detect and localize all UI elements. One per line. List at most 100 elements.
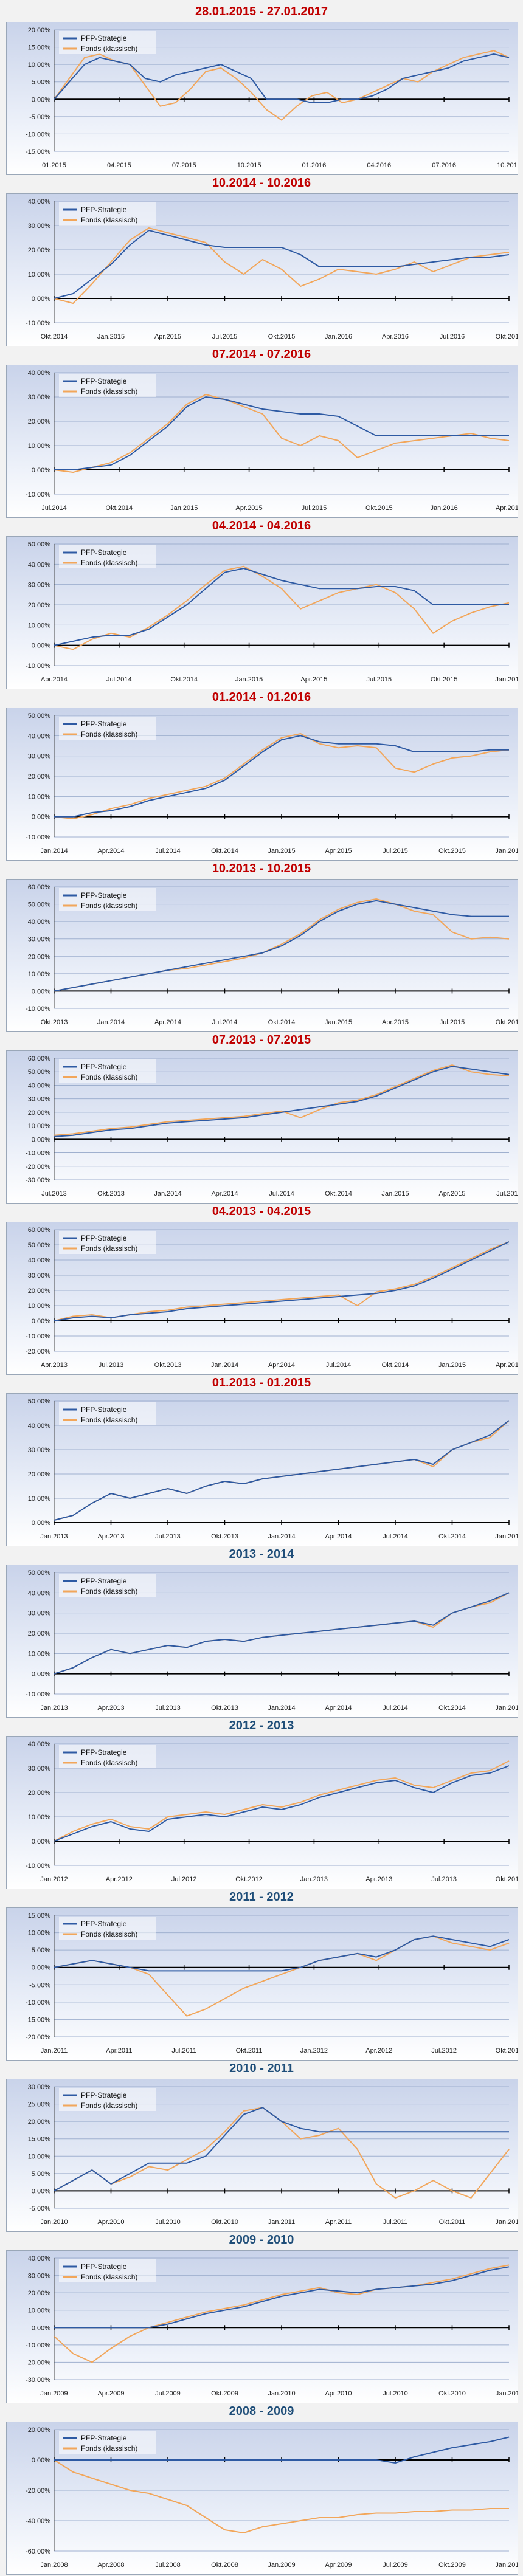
chart-3: 04.2014 - 04.2016 50,00% 40,00% 30,00% 20,00… bbox=[0, 519, 523, 690]
series-line-strategy bbox=[54, 568, 509, 646]
x-tick-label: Okt.2012 bbox=[235, 1876, 263, 1883]
x-tick-label: Jan.2011 bbox=[41, 2047, 68, 2054]
y-tick-label: 10,00% bbox=[28, 971, 51, 978]
x-tick-label: Jul.2008 bbox=[155, 2561, 181, 2569]
chart-title: 04.2013 - 04.2015 bbox=[212, 1205, 311, 1218]
legend-label-fund: Fonds (klassisch) bbox=[81, 1416, 137, 1424]
legend-box bbox=[59, 374, 156, 397]
y-tick-label: 10,00% bbox=[28, 1930, 51, 1937]
y-tick-label: 20,00% bbox=[28, 2290, 51, 2297]
x-tick-label: Jan.2015 bbox=[170, 505, 198, 512]
y-tick-label: 20,00% bbox=[28, 1287, 51, 1295]
y-tick-label: -20,00% bbox=[26, 2034, 50, 2041]
y-tick-label: -20,00% bbox=[26, 2487, 50, 2495]
series-line-fund bbox=[54, 2459, 509, 2533]
chart-svg: 60,00% 50,00% 40,00% 30,00% 20,00% 10,00% 0,00… bbox=[26, 1227, 518, 1369]
chart-panel: 60,00% 50,00% 40,00% 30,00% 20,00% 10,00% 0,00… bbox=[6, 1050, 518, 1204]
x-tick-label: Jan.2013 bbox=[40, 1704, 68, 1712]
legend-box bbox=[59, 2259, 156, 2282]
x-tick-label: Okt.2014 bbox=[325, 1190, 352, 1197]
y-tick-label: 10,00% bbox=[28, 793, 51, 801]
x-tick-label: Okt.2014 bbox=[438, 1704, 466, 1712]
x-tick-label: Apr.2015 bbox=[236, 505, 263, 512]
x-tick-label: Jul.2013 bbox=[431, 1876, 457, 1883]
x-tick-label: Apr.2008 bbox=[97, 2561, 124, 2569]
x-tick-label: Apr.2014 bbox=[154, 1019, 181, 1026]
x-tick-label: Jan.2015 bbox=[438, 1362, 466, 1369]
x-tick-label: Jan.2014 bbox=[40, 847, 68, 855]
chart-title: 10.2013 - 10.2015 bbox=[212, 862, 311, 875]
x-tick-label: Jul.2010 bbox=[155, 2219, 181, 2226]
y-tick-label: 10,00% bbox=[28, 622, 51, 629]
x-tick-label: Apr.2010 bbox=[325, 2390, 352, 2397]
legend-box bbox=[59, 202, 156, 226]
y-tick-label: 20,00% bbox=[28, 602, 51, 609]
y-tick-label: 20,00% bbox=[28, 953, 51, 960]
y-tick-label: 15,00% bbox=[28, 1912, 51, 1920]
series-line-fund bbox=[54, 1935, 510, 2017]
y-tick-label: 40,00% bbox=[28, 1589, 51, 1597]
x-tick-label: Jan.2012 bbox=[495, 2219, 518, 2226]
x-tick-label: Jan.2016 bbox=[495, 676, 518, 683]
legend-box bbox=[59, 888, 156, 911]
x-tick-label: Jul.2015 bbox=[383, 847, 408, 855]
legend-label-fund: Fonds (klassisch) bbox=[81, 387, 137, 396]
legend-label-strategy: PFP-Strategie bbox=[81, 1577, 127, 1585]
x-tick-label: Okt.2014 bbox=[211, 847, 238, 855]
y-tick-label: -20,00% bbox=[26, 1348, 50, 1355]
x-tick-label: Jan.2016 bbox=[431, 505, 458, 512]
y-tick-label: -30,00% bbox=[26, 1177, 50, 1184]
x-tick-label: Jan.2010 bbox=[495, 2561, 518, 2569]
chart-svg: 50,00% 40,00% 30,00% 20,00% 10,00% 0,00% Jan.2… bbox=[28, 1398, 518, 1540]
chart-7: 04.2013 - 04.2015 60,00% 50,00% 40,00% 30,00… bbox=[0, 1205, 523, 1376]
chart-title: 2009 - 2010 bbox=[229, 2233, 294, 2247]
y-tick-label: 20,00% bbox=[28, 2118, 51, 2126]
y-tick-label: -10,00% bbox=[26, 131, 50, 138]
chart-title: 04.2014 - 04.2016 bbox=[212, 519, 311, 532]
x-tick-label: Jul.2011 bbox=[383, 2219, 408, 2226]
x-tick-label: Jan.2012 bbox=[40, 1876, 68, 1883]
y-tick-label: -15,00% bbox=[26, 2016, 50, 2023]
chart-title: 2013 - 2014 bbox=[229, 1548, 294, 1561]
y-tick-label: 30,00% bbox=[28, 2273, 51, 2280]
series-line-strategy bbox=[54, 2266, 510, 2329]
chart-svg: 60,00% 50,00% 40,00% 30,00% 20,00% 10,00% 0,00… bbox=[26, 1055, 518, 1197]
x-tick-label: Jan.2015 bbox=[381, 1190, 409, 1197]
y-tick-label: 10,00% bbox=[28, 1650, 51, 1658]
x-tick-label: Jul.2015 bbox=[496, 1190, 518, 1197]
y-tick-label: 40,00% bbox=[28, 1741, 51, 1748]
y-tick-label: -10,00% bbox=[26, 1999, 50, 2006]
series-line-strategy bbox=[54, 2436, 510, 2464]
y-tick-label: 10,00% bbox=[28, 61, 51, 69]
series-line-fund bbox=[54, 50, 510, 121]
y-tick-label: 20,00% bbox=[28, 773, 51, 780]
x-tick-label: Okt.2013 bbox=[211, 1704, 238, 1712]
x-tick-label: 01.2016 bbox=[302, 162, 327, 169]
series-line-strategy bbox=[54, 1066, 510, 1137]
legend-label-strategy: PFP-Strategie bbox=[81, 2262, 127, 2271]
legend-label-fund: Fonds (klassisch) bbox=[81, 44, 137, 53]
y-tick-label: 15,00% bbox=[28, 44, 51, 52]
x-tick-label: Jan.2011 bbox=[496, 2390, 518, 2397]
x-tick-label: Jan.2014 bbox=[211, 1362, 238, 1369]
series-line-fund bbox=[54, 394, 510, 473]
chart-panel: 40,00% 30,00% 20,00% 10,00% 0,00% -10,00% -20,… bbox=[6, 2250, 518, 2403]
chart-9: 2013 - 2014 50,00% 40,00% 30,00% 20,00% 10,00… bbox=[0, 1548, 523, 1719]
legend: PFP-Strategie Fonds (klassisch) bbox=[59, 2259, 156, 2282]
chart-12: 2010 - 2011 30,00% 25,00% 20,00% 15,00% 10,00… bbox=[0, 2062, 523, 2233]
x-tick-label: Jan.2016 bbox=[325, 333, 352, 340]
x-tick-label: Okt.2009 bbox=[438, 2561, 466, 2569]
x-tick-label: Jul.2015 bbox=[302, 505, 327, 512]
y-tick-label: 0,00% bbox=[32, 2188, 50, 2195]
x-tick-label: Apr.2009 bbox=[97, 2390, 124, 2397]
x-tick-label: Jan.2009 bbox=[268, 2561, 295, 2569]
x-tick-label: Jan.2015 bbox=[97, 333, 125, 340]
x-tick-label: Jul.2014 bbox=[383, 1704, 408, 1712]
x-tick-label: Apr.2013 bbox=[41, 1362, 68, 1369]
x-tick-label: Jul.2011 bbox=[171, 2047, 196, 2054]
y-tick-label: 20,00% bbox=[28, 1630, 51, 1638]
x-tick-label: Okt.2015 bbox=[365, 505, 393, 512]
y-tick-label: -20,00% bbox=[26, 1163, 50, 1171]
legend-label-fund: Fonds (klassisch) bbox=[81, 559, 137, 567]
y-tick-label: 10,00% bbox=[28, 1303, 51, 1310]
